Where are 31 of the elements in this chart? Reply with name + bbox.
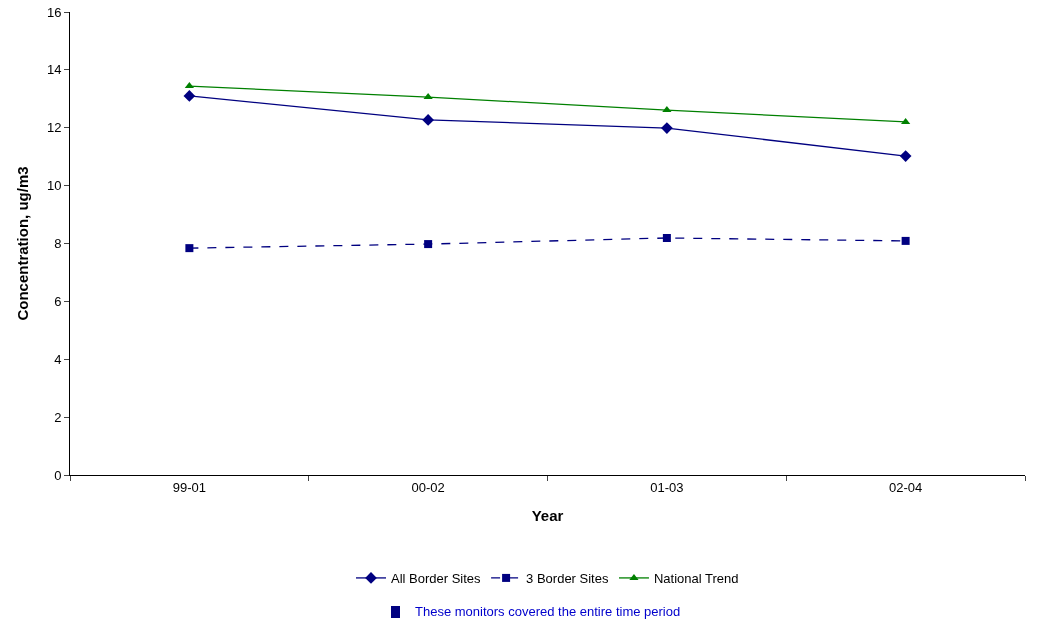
x-axis-title: Year bbox=[531, 506, 564, 524]
y-tick-label: 2 bbox=[54, 409, 62, 425]
y-tick-label: 8 bbox=[54, 236, 62, 252]
point bbox=[661, 122, 673, 134]
point bbox=[423, 93, 433, 100]
point bbox=[662, 106, 672, 113]
y-tick-label: 0 bbox=[54, 467, 62, 483]
y-tick-label: 4 bbox=[54, 351, 62, 367]
legend-label: National Trend bbox=[653, 570, 739, 586]
point bbox=[185, 244, 194, 253]
point bbox=[899, 150, 912, 162]
y-axis-title: Concentration, ug/m3 bbox=[14, 166, 32, 321]
x-tick-label: 02-04 bbox=[889, 479, 923, 495]
x-tick-label: 00-02 bbox=[411, 479, 445, 495]
point bbox=[901, 117, 911, 124]
point bbox=[424, 240, 433, 249]
point bbox=[662, 234, 671, 242]
point bbox=[422, 114, 434, 126]
y-tick-label: 10 bbox=[46, 178, 62, 194]
x-tick-label: 99-01 bbox=[172, 479, 207, 495]
legend-label: All Border Sites bbox=[391, 570, 482, 586]
y-tick-label: 12 bbox=[46, 120, 62, 136]
x-tick-label: 01-03 bbox=[650, 479, 684, 495]
point bbox=[183, 90, 196, 102]
text: These monitors covered the entire time period bbox=[415, 604, 681, 619]
y-tick-label: 16 bbox=[46, 4, 62, 20]
y-tick-label: 14 bbox=[46, 62, 62, 78]
legend-label: 3 Border Sites bbox=[526, 570, 609, 586]
point bbox=[901, 236, 910, 245]
y-tick-label: 6 bbox=[54, 293, 62, 309]
point bbox=[184, 82, 194, 89]
